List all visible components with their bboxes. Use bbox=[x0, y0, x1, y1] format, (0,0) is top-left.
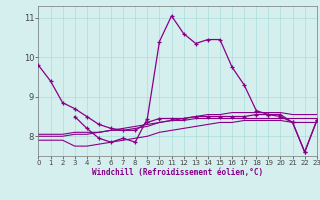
X-axis label: Windchill (Refroidissement éolien,°C): Windchill (Refroidissement éolien,°C) bbox=[92, 168, 263, 177]
